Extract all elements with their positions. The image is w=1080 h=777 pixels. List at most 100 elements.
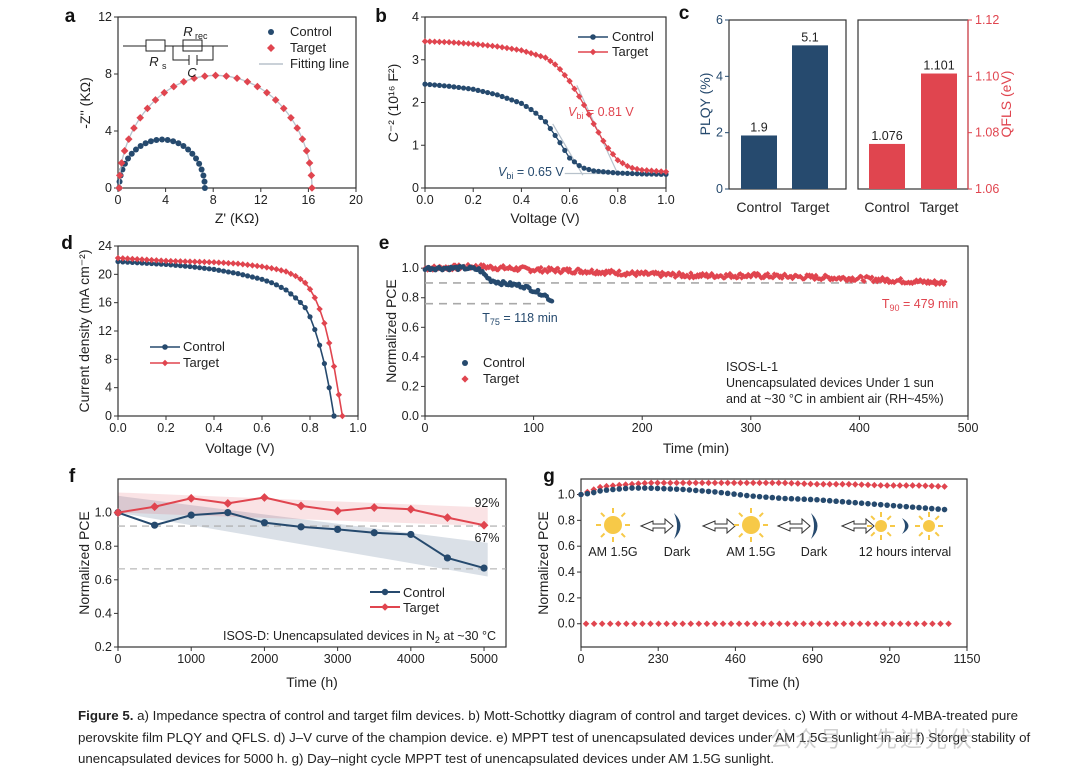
target-dark-point <box>703 620 711 628</box>
target-point <box>709 270 715 277</box>
target-point <box>547 57 554 65</box>
plqy-bar-control <box>741 135 777 189</box>
control-point <box>221 268 227 274</box>
target-point <box>874 279 880 285</box>
target-point <box>909 482 916 489</box>
legend-control-label: Control <box>612 29 654 44</box>
control-point <box>273 282 279 288</box>
target-point <box>565 269 571 275</box>
control-point <box>562 147 568 153</box>
sun-icon <box>867 512 895 540</box>
target-point <box>339 412 346 420</box>
y-tick-label: 0.2 <box>95 640 112 654</box>
control-point <box>699 488 705 494</box>
control-point <box>884 502 890 508</box>
target-point <box>243 77 252 86</box>
target-point <box>279 104 288 113</box>
target-point <box>660 479 668 487</box>
target-point <box>838 276 844 283</box>
target-point <box>148 256 155 264</box>
target-point <box>710 272 716 278</box>
target-point <box>643 167 650 174</box>
target-point <box>571 85 578 93</box>
target-point <box>641 479 649 487</box>
control-point <box>307 314 313 320</box>
target-point <box>578 268 584 274</box>
x-tick-label: 0.2 <box>465 193 482 207</box>
target-point <box>306 286 314 293</box>
target-point <box>878 278 884 284</box>
cycle-label: Dark <box>664 545 691 559</box>
y-tick-label: 2 <box>716 126 723 140</box>
target-point <box>698 479 706 487</box>
target-point <box>826 480 834 488</box>
target-point <box>616 268 622 274</box>
target-point <box>576 93 583 100</box>
sun-ray <box>758 532 764 538</box>
target-point <box>677 271 684 277</box>
target-point <box>688 270 694 276</box>
target-point <box>206 258 213 266</box>
control-point <box>692 487 699 494</box>
control-point <box>922 505 929 511</box>
target-point <box>849 275 856 281</box>
cycle-label: Dark <box>801 545 828 559</box>
control-point <box>170 138 177 145</box>
target-point <box>308 184 316 192</box>
control-point <box>877 501 884 508</box>
target-point <box>249 262 256 269</box>
x-tick-label: 0.8 <box>609 193 626 207</box>
control-point <box>120 259 126 265</box>
target-point <box>810 274 816 281</box>
target-point <box>820 480 827 488</box>
y-tick-label: 20 <box>98 267 112 281</box>
control-point <box>807 496 814 503</box>
target-point <box>898 275 904 282</box>
target-point <box>930 280 936 286</box>
sun-ray <box>870 531 876 537</box>
control-point <box>590 489 597 496</box>
target-point <box>885 276 891 282</box>
control-point <box>168 262 174 268</box>
control-point <box>634 171 640 177</box>
y-tick-label: 0.8 <box>558 513 575 527</box>
target-point <box>808 274 814 281</box>
target-point <box>662 271 668 277</box>
control-point <box>858 500 865 506</box>
target-dark-point <box>824 620 832 628</box>
moon-icon <box>674 513 681 539</box>
target-point <box>526 266 532 272</box>
target-point <box>406 504 416 514</box>
control-point <box>597 488 603 494</box>
target-point <box>445 39 453 46</box>
test-condition-note: and at ~30 °C in ambient air (RH~45%) <box>726 392 944 406</box>
control-point <box>935 506 941 512</box>
y-tick-label: 3 <box>412 53 419 67</box>
vbi-control-annotation: Vbi = 0.65 V <box>498 165 564 181</box>
target-dark-point <box>614 620 622 628</box>
plqy-bar-target <box>792 45 828 189</box>
legend-target-marker <box>589 48 597 56</box>
target-point <box>302 147 311 155</box>
control-point <box>153 261 159 267</box>
target-point <box>220 259 227 267</box>
target-point <box>654 479 661 487</box>
control-point <box>432 82 438 88</box>
y-tick-label: 0.2 <box>558 591 575 605</box>
target-point <box>613 270 620 277</box>
target-point <box>740 272 746 278</box>
x-tick-label: 0 <box>115 193 122 207</box>
target-point <box>113 508 123 517</box>
target-point <box>873 276 879 282</box>
target-dark-point <box>679 620 687 628</box>
caption-text: a) Impedance spectra of control and targ… <box>78 708 1031 766</box>
control-point <box>443 554 452 562</box>
target-point <box>629 164 636 172</box>
target-dark-point <box>808 620 815 628</box>
target-point <box>600 269 607 276</box>
y-tick-label: 8 <box>105 352 112 366</box>
target-dark-point <box>727 620 735 628</box>
target-point <box>634 269 641 275</box>
legend-control-marker <box>268 29 274 35</box>
target-point <box>871 481 878 489</box>
